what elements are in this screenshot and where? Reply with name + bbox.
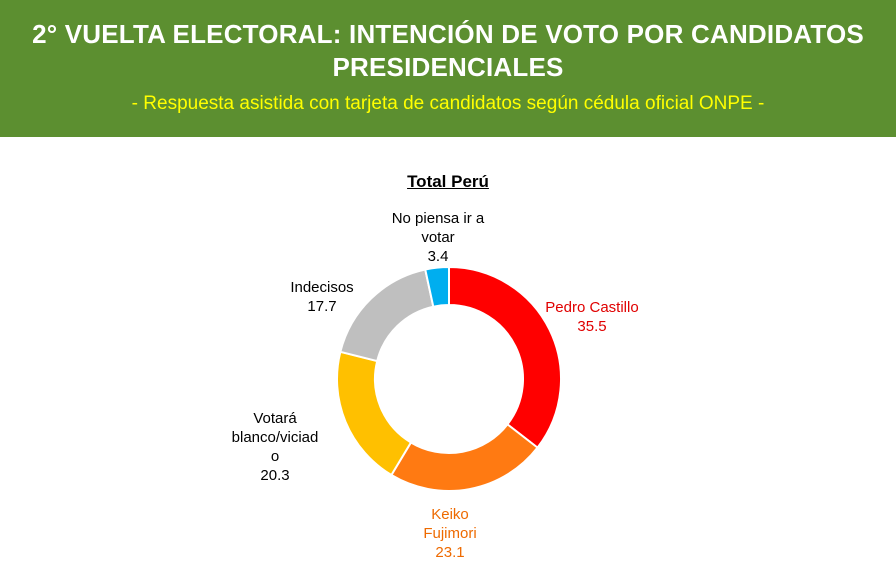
slice-label-fujimori: Keiko Fujimori 23.1	[410, 505, 490, 562]
page-title: 2° VUELTA ELECTORAL: INTENCIÓN DE VOTO P…	[20, 18, 876, 84]
slice-value: 23.1	[435, 544, 465, 561]
donut-slice-no-votar	[424, 265, 450, 308]
slice-label-no-votar: No piensa ir a votar 3.4	[370, 209, 506, 266]
chart-title: Total Perú	[407, 172, 489, 191]
slice-value: 35.5	[577, 318, 607, 335]
slice-value: 17.7	[307, 298, 337, 315]
slice-label-text: Keiko	[431, 506, 469, 523]
slice-label-text: Indecisos	[290, 279, 354, 296]
page-subtitle: - Respuesta asistida con tarjeta de cand…	[131, 93, 765, 114]
slice-label-text: votar	[421, 229, 455, 246]
slice-value: 20.3	[260, 467, 290, 484]
slice-label-text: Pedro Castillo	[545, 299, 639, 316]
page-title-line-2: PRESIDENCIALES	[332, 52, 564, 82]
donut-slice-castillo	[448, 265, 562, 450]
slice-label-indecisos: Indecisos 17.7	[262, 278, 382, 316]
donut-slice-fujimori	[390, 422, 539, 492]
slice-value: 3.4	[427, 248, 449, 265]
page-title-line-1: 2° VUELTA ELECTORAL: INTENCIÓN DE VOTO P…	[32, 19, 864, 49]
slice-label-text: No piensa ir a	[391, 210, 485, 227]
slice-label-text: Fujimori	[423, 525, 477, 542]
donut-slice-blanco	[336, 350, 413, 477]
header-banner: 2° VUELTA ELECTORAL: INTENCIÓN DE VOTO P…	[0, 0, 896, 137]
slice-label-text: Votará	[253, 410, 297, 427]
slice-label-text: o	[270, 448, 280, 465]
slice-label-castillo: Pedro Castillo 35.5	[532, 298, 652, 336]
slice-label-text: blanco/viciad	[231, 429, 319, 446]
slice-label-blanco: Votará blanco/viciad o 20.3	[215, 409, 335, 485]
